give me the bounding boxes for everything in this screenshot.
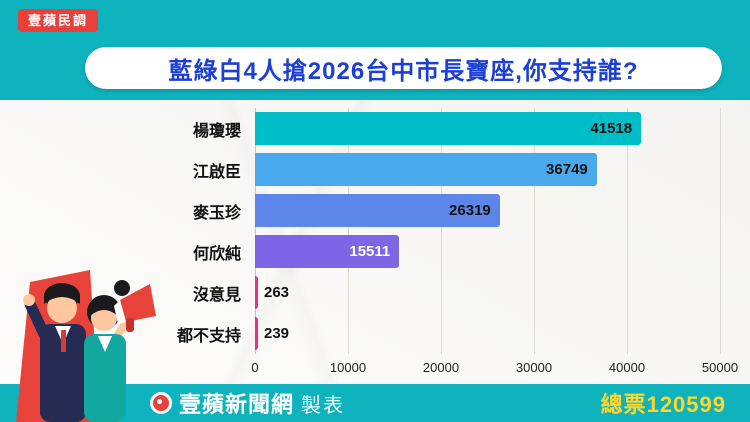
bar-category-label: 楊瓊瓔: [192, 122, 241, 140]
x-tick-label: 30000: [515, 360, 553, 375]
bar: 36749: [255, 153, 597, 186]
brand-logo-icon: [150, 392, 172, 414]
bar-track: 239: [255, 317, 720, 351]
x-tick-label: 20000: [422, 360, 460, 375]
x-tick-label: 50000: [701, 360, 739, 375]
bar: 41518: [255, 112, 642, 145]
bar-value: 41518: [590, 120, 633, 137]
chart-row: 江啟臣 36749: [0, 153, 720, 187]
bar-value: 263: [264, 284, 290, 301]
bar-value: 239: [264, 325, 290, 342]
people-illustration: [16, 270, 156, 422]
gridline: [348, 108, 349, 354]
brand-name: 壹蘋新聞網: [179, 392, 295, 417]
title-banner: 藍綠白4人搶2026台中市長寶座,你支持誰?: [85, 47, 722, 89]
chart-area: 楊瓊瓔 41518 江啟臣 36749 麥玉珍 26319 何欣純 15511 沒意見 263 都不…: [0, 100, 750, 384]
bar-track: 15511: [255, 235, 720, 269]
bar-category-label: 江啟臣: [192, 163, 241, 181]
grid-overlay: [255, 108, 721, 354]
brand: 壹蘋新聞網 製表: [150, 387, 345, 419]
chart-row: 沒意見 263: [0, 276, 720, 310]
gridline: [255, 108, 256, 354]
brand-suffix: 製表: [301, 394, 346, 417]
bar-value: 15511: [349, 243, 391, 260]
bar-category-label: 沒意見: [192, 286, 241, 304]
bar-category-label: 麥玉珍: [192, 204, 241, 222]
chart-row: 都不支持 239: [0, 317, 720, 351]
woman-figure: [84, 280, 156, 422]
bar-value: 26319: [449, 202, 491, 219]
bar-category-label: 何欣純: [192, 245, 241, 263]
bar: 15511: [255, 235, 400, 268]
gridline: [534, 108, 535, 354]
chart-row: 楊瓊瓔 41518: [0, 112, 720, 146]
bar-value: 36749: [546, 161, 588, 178]
bar-category-label: 都不支持: [176, 327, 241, 345]
page-title: 藍綠白4人搶2026台中市長寶座,你支持誰?: [168, 57, 639, 85]
poll-badge: 壹蘋民調: [18, 9, 99, 32]
bar-track: 36749: [255, 153, 720, 187]
bar: [255, 317, 258, 350]
bar: [255, 276, 258, 309]
x-tick-label: 40000: [608, 360, 646, 375]
bar-track: 263: [255, 276, 720, 310]
x-axis: 0 10000 20000 30000 40000 50000: [251, 360, 738, 378]
bar: 26319: [255, 194, 500, 227]
x-tick-label: 10000: [329, 360, 367, 375]
chart-rows: 楊瓊瓔 41518 江啟臣 36749 麥玉珍 26319 何欣純 15511 沒意見 263 都不…: [0, 108, 720, 354]
gridline: [627, 108, 628, 354]
gridline: [720, 108, 721, 354]
total-votes: 總票120599: [600, 392, 726, 417]
x-tick-label: 0: [251, 360, 259, 375]
bar-track: 41518: [255, 112, 720, 146]
gridline: [441, 108, 442, 354]
chart-row: 何欣純 15511: [0, 235, 720, 269]
man-figure: [23, 283, 86, 422]
chart-row: 麥玉珍 26319: [0, 194, 720, 228]
bar-track: 26319: [255, 194, 720, 228]
